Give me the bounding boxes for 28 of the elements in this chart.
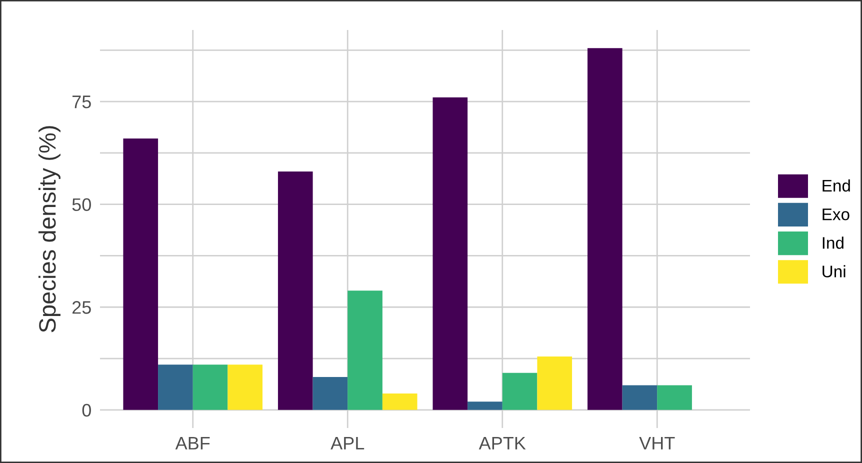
bar <box>228 364 262 410</box>
bar <box>312 377 348 410</box>
legend-label: End <box>822 179 850 192</box>
bar <box>502 372 538 410</box>
y-tick-label: 25 <box>72 301 91 314</box>
bar <box>432 97 468 410</box>
bar <box>158 364 193 410</box>
y-tick-label: 75 <box>72 96 91 108</box>
y-tick-label: 50 <box>72 198 91 212</box>
x-tick-label: VHT <box>639 436 675 450</box>
x-tick-label: APL <box>330 436 364 450</box>
bar <box>278 171 313 410</box>
legend-label: Uni <box>822 265 846 278</box>
bar <box>382 393 418 410</box>
legend-label: Exo <box>822 208 850 220</box>
bar <box>588 48 622 410</box>
bar <box>537 356 572 410</box>
x-tick-label: ABF <box>175 436 210 450</box>
bar <box>657 385 692 410</box>
y-tick-label: 0 <box>82 404 91 417</box>
legend-label: Ind <box>822 236 844 249</box>
bar <box>622 385 658 410</box>
bar <box>468 402 502 410</box>
bar <box>123 138 158 410</box>
x-tick-label: APTK <box>478 436 526 450</box>
bar <box>348 290 382 410</box>
y-axis-title: Species density (%) <box>38 126 60 332</box>
bar <box>192 364 228 410</box>
